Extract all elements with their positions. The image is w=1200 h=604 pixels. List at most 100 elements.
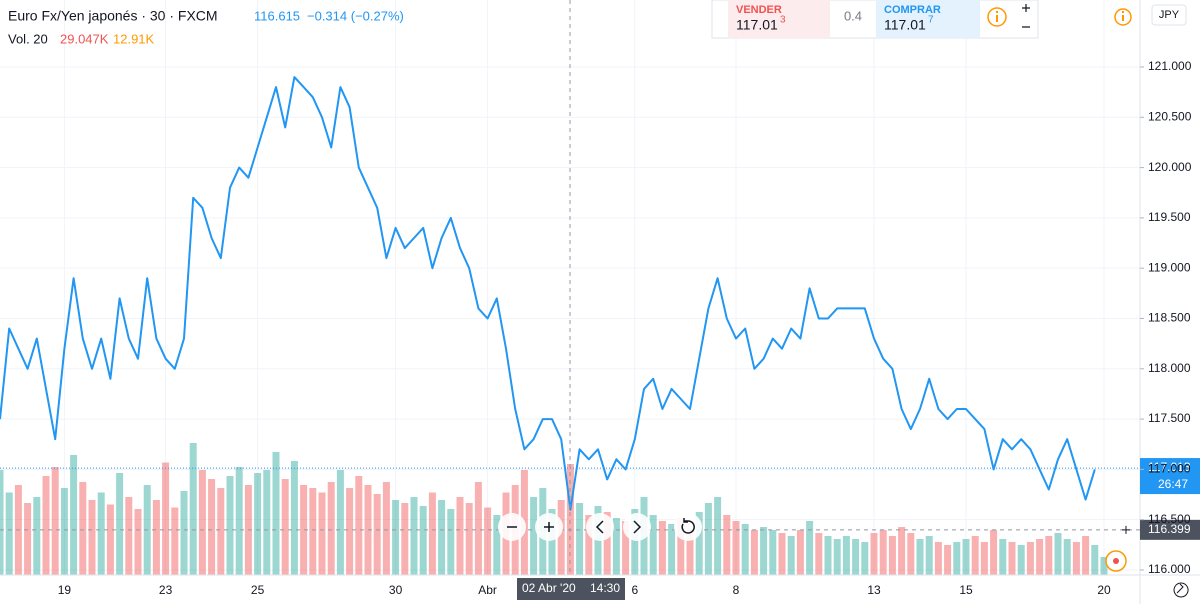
zoom-icons[interactable] (1022, 4, 1030, 28)
volume-bar (585, 515, 593, 575)
volume-bar (0, 470, 4, 575)
currency-box[interactable] (1151, 4, 1187, 26)
volume-bar (474, 482, 482, 575)
volume-bar (971, 536, 979, 575)
sell-sup: 3 (780, 15, 786, 26)
crosshair-price-label: 116.399 (1148, 522, 1191, 536)
volume-bar (787, 536, 795, 575)
volume-bar (428, 492, 436, 575)
sell-button[interactable] (728, 0, 830, 38)
volume-bar (907, 533, 915, 575)
volume-bar (97, 492, 105, 575)
volume-bar (70, 455, 78, 575)
alert-icon-bar (1122, 15, 1124, 21)
volume-bar (1054, 533, 1062, 575)
scroll-left-button[interactable] (586, 513, 614, 541)
settings-icon[interactable] (1173, 582, 1189, 598)
volume-bar (944, 545, 952, 575)
y-tick-label: 119.500 (1148, 210, 1191, 224)
volume-bar (198, 470, 206, 575)
volume-bar (999, 539, 1007, 575)
volume-bar (346, 488, 354, 575)
scroll-left-icon (595, 520, 604, 534)
info-icon-dot (996, 11, 998, 13)
volume-bar (842, 536, 850, 575)
volume-bar (1017, 545, 1025, 575)
zoom-in-icon (544, 522, 554, 532)
x-tick-label: 30 (389, 583, 403, 597)
currency: JPY (1159, 9, 1180, 21)
volume-bar (603, 512, 611, 575)
price-change: −0.314 (−0.27%) (307, 8, 404, 23)
alert-icon[interactable] (1114, 8, 1132, 26)
volume-bar (1036, 539, 1044, 575)
volume-bar (392, 500, 400, 575)
y-tick-label: 120.500 (1148, 109, 1192, 123)
volume-bar (79, 482, 87, 575)
volume-bar (750, 530, 758, 575)
volume-title: Vol. 20 (8, 31, 48, 46)
volume-bar (88, 500, 96, 575)
volume-bar (566, 464, 574, 575)
y-tick-label: 118.500 (1148, 311, 1191, 325)
volume-bar (548, 509, 556, 575)
scroll-right-button[interactable] (623, 513, 651, 541)
crosshair-price-box (1140, 519, 1200, 540)
volume-bar (180, 491, 188, 575)
volume-bar (1045, 536, 1053, 575)
volume-readout: 12.91K (113, 31, 155, 46)
overlay: 117.013 26:47 116.399 02 Abr '20 14:30 (0, 458, 1200, 600)
volume-bar (760, 527, 768, 575)
volume-bar (934, 542, 942, 575)
volume-bar (925, 536, 933, 575)
volume-bar (300, 485, 308, 575)
volume-bar (557, 500, 565, 575)
crosshair-date-box (517, 578, 625, 600)
volume-bar (1082, 536, 1090, 575)
volume-bar (272, 452, 280, 575)
volume-bar (1100, 557, 1108, 575)
volume-bar (576, 503, 584, 575)
volume-bar (456, 497, 464, 575)
info-icon[interactable] (987, 7, 1007, 27)
volume-bar (171, 507, 179, 575)
volume-bar (1063, 539, 1071, 575)
volume-bar (162, 462, 170, 575)
y-tick-label: 116.000 (1148, 562, 1191, 576)
volume-bar (824, 536, 832, 575)
volume-bar (254, 473, 262, 575)
volume-bar (401, 503, 409, 575)
crosshair-plus-icon[interactable] (1122, 525, 1130, 534)
volume-bar (382, 482, 390, 575)
volume-bar (226, 476, 234, 575)
crosshair-time-label: 14:30 (590, 581, 620, 595)
volume-bar (373, 494, 381, 575)
volume-bar (290, 461, 298, 575)
reset-button[interactable] (674, 513, 702, 541)
buy-sup: 7 (928, 15, 934, 26)
crosshair-date-label: 02 Abr '20 (522, 581, 576, 595)
info-icon-bar (996, 15, 998, 22)
price-line-layer (0, 76, 1096, 511)
volume-bar (281, 479, 289, 575)
volume-bar (493, 515, 501, 575)
volume-bar (1091, 545, 1099, 575)
y-tick-label: 117.000 (1148, 462, 1191, 476)
y-tick-label: 121.000 (1148, 59, 1192, 73)
volume-bar (309, 488, 317, 575)
buy-button[interactable] (876, 0, 980, 38)
volume-bar (318, 492, 326, 575)
volume-bar (980, 542, 988, 575)
volume-bar (189, 443, 197, 575)
volume-bar (668, 524, 676, 575)
reset-icon (681, 518, 695, 534)
y-tick-label: 118.000 (1148, 361, 1191, 375)
volume-bar (686, 530, 694, 575)
volume-bar (612, 518, 620, 575)
volume-bar (870, 533, 878, 575)
volume (0, 443, 1108, 575)
x-tick-label: Abr (478, 583, 497, 597)
volume-bar (677, 518, 685, 575)
y-tick-label: 120.000 (1148, 160, 1192, 174)
